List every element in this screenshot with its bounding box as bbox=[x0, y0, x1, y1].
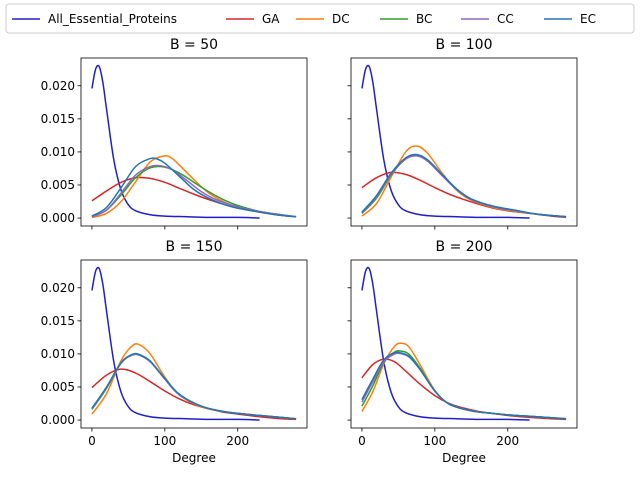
panel-2-plot-area bbox=[351, 58, 577, 226]
panel-3-series-line-ec bbox=[91, 352, 297, 420]
panel-3-ytick-label-0: 0.000 bbox=[41, 413, 75, 427]
panel-4-plot-area bbox=[351, 260, 577, 428]
legend-entry-cc: CC bbox=[461, 12, 514, 26]
panel-1-ytick-label-1: 0.005 bbox=[41, 178, 75, 192]
panel-3-xtick-label-0: 0 bbox=[88, 434, 96, 448]
panel-4-frame bbox=[350, 259, 578, 429]
panel-3-plot-area bbox=[81, 260, 307, 428]
legend-entry-bc: BC bbox=[380, 12, 432, 26]
panel-1-frame bbox=[80, 57, 308, 227]
panel-3-ytick-label-3: 0.015 bbox=[41, 314, 75, 328]
panel-4-series-line-all-essential-proteins bbox=[361, 266, 530, 421]
legend-entry-ga: GA bbox=[226, 12, 280, 26]
panel-3-xtick-label-2: 200 bbox=[226, 434, 249, 448]
panel-4-xlabel: Degree bbox=[442, 451, 486, 465]
panel-2-frame bbox=[350, 57, 578, 227]
panel-1-title: B = 50 bbox=[170, 37, 218, 53]
panel-3-ytick-label-1: 0.005 bbox=[41, 380, 75, 394]
panel-3-series-line-all-essential-proteins bbox=[91, 266, 260, 421]
panel-3: 0.000 0.005 0.010 0.015 0.020 0 100 200 Degree B … bbox=[41, 239, 308, 465]
legend-entry-dc: DC bbox=[296, 12, 350, 26]
panel-4-title: B = 200 bbox=[436, 239, 493, 255]
panel-1-ytick-label-3: 0.015 bbox=[41, 112, 75, 126]
legend-label-dc: DC bbox=[332, 12, 350, 26]
panel-3-ytick-label-4: 0.020 bbox=[41, 281, 75, 295]
panel-3-series-line-ga bbox=[91, 368, 297, 421]
panel-3-ytick-label-2: 0.010 bbox=[41, 347, 75, 361]
panel-4-series bbox=[361, 266, 567, 421]
legend-label-all-essential-proteins: All_Essential_Proteins bbox=[48, 12, 177, 26]
panel-3-series bbox=[91, 266, 297, 421]
panel-4-xtick-label-2: 200 bbox=[496, 434, 519, 448]
panel-2: B = 100 bbox=[347, 37, 578, 230]
panel-2-series-line-ec bbox=[361, 153, 567, 218]
panel-3-xtick-label-1: 100 bbox=[153, 434, 176, 448]
legend-label-ga: GA bbox=[262, 12, 280, 26]
panel-4-xtick-label-1: 100 bbox=[423, 434, 446, 448]
panel-1-ytick-label-2: 0.010 bbox=[41, 145, 75, 159]
panel-1: 0.000 0.005 0.010 0.015 0.020 B = 50 bbox=[41, 37, 308, 230]
panel-2-series-line-all-essential-proteins bbox=[361, 64, 530, 219]
panel-2-series bbox=[361, 64, 567, 219]
legend-label-bc: BC bbox=[416, 12, 432, 26]
legend-label-cc: CC bbox=[497, 12, 514, 26]
legend-entry-all-essential-proteins: All_Essential_Proteins bbox=[12, 12, 177, 26]
panel-2-title: B = 100 bbox=[436, 37, 493, 53]
panel-1-series-line-ec bbox=[91, 157, 297, 218]
subplot-grid: 0.000 0.005 0.010 0.015 0.020 B = 50 B = 100 0.… bbox=[41, 37, 578, 465]
panel-4-series-line-ec bbox=[361, 351, 567, 420]
panel-3-frame bbox=[80, 259, 308, 429]
panel-3-xlabel: Degree bbox=[172, 451, 216, 465]
panel-4: 0 100 200 Degree B = 200 bbox=[347, 239, 578, 465]
panel-1-series-line-all-essential-proteins bbox=[91, 64, 260, 219]
legend: All_Essential_Proteins GA DC BC CC EC bbox=[5, 3, 635, 34]
panel-1-series bbox=[91, 64, 297, 219]
panel-1-ytick-label-0: 0.000 bbox=[41, 211, 75, 225]
panel-3-title: B = 150 bbox=[166, 239, 223, 255]
panel-4-xtick-label-0: 0 bbox=[358, 434, 366, 448]
panel-1-ytick-label-4: 0.020 bbox=[41, 79, 75, 93]
legend-label-ec: EC bbox=[580, 12, 596, 26]
legend-entry-ec: EC bbox=[544, 12, 596, 26]
